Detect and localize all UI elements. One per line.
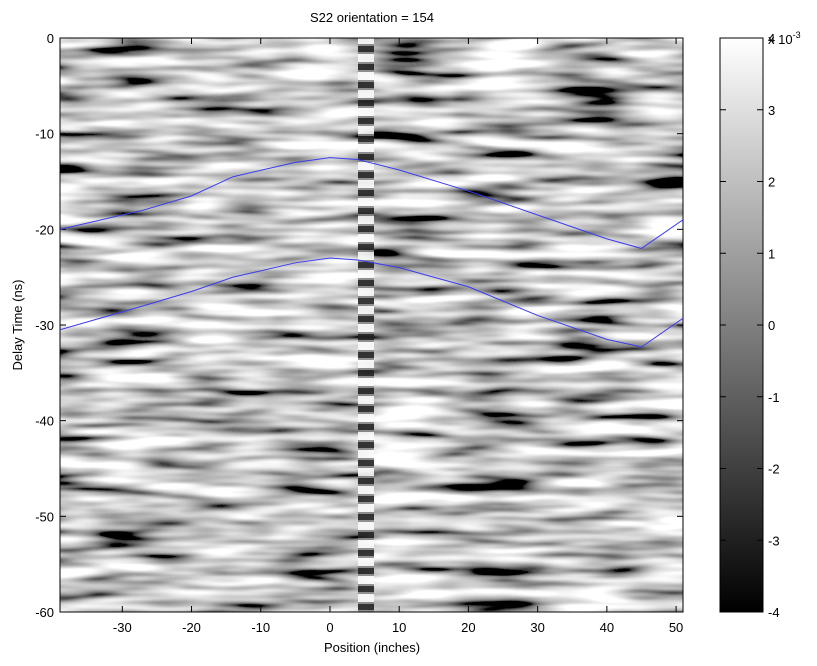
y-tick-label: -60: [35, 605, 54, 620]
x-tick-label: 10: [392, 620, 406, 635]
colorbar-tick-label: 0: [768, 318, 775, 333]
colorbar-multiplier: x 10-3: [768, 30, 801, 47]
y-tick-label: -40: [35, 414, 54, 429]
radargram-image: [60, 38, 683, 612]
x-tick-label: 30: [530, 620, 544, 635]
multiplier-base: x 10: [768, 32, 793, 47]
colorbar-tick-label: 1: [768, 246, 775, 261]
y-tick-label: 0: [47, 31, 54, 46]
data-line: [60, 157, 683, 250]
x-tick-label: -10: [251, 620, 270, 635]
colorbar-tick-label: -4: [768, 605, 780, 620]
y-tick-label: -10: [35, 127, 54, 142]
colorbar-tick-label: -2: [768, 462, 780, 477]
x-tick-label: 50: [669, 620, 683, 635]
multiplier-exponent: -3: [793, 30, 801, 40]
x-tick-label: -20: [182, 620, 201, 635]
x-tick-label: 0: [326, 620, 333, 635]
y-tick-label: -20: [35, 222, 54, 237]
colorbar-tick-label: -1: [768, 390, 780, 405]
colorbar: [719, 37, 764, 613]
y-axis-label: Delay Time (ns): [10, 279, 25, 370]
chart-title: S22 orientation = 154: [310, 10, 434, 25]
x-tick-label: -30: [113, 620, 132, 635]
colorbar-tick-label: -3: [768, 533, 780, 548]
x-axis-label: Position (inches): [324, 640, 420, 655]
y-tick-label: -50: [35, 509, 54, 524]
x-tick-label: 20: [461, 620, 475, 635]
colorbar-tick-label: 2: [768, 175, 775, 190]
data-line: [60, 257, 683, 348]
colorbar-tick-label: 3: [768, 103, 775, 118]
colorbar-tick-label: 4: [768, 31, 775, 46]
x-tick-label: 40: [600, 620, 614, 635]
y-tick-label: -30: [35, 318, 54, 333]
